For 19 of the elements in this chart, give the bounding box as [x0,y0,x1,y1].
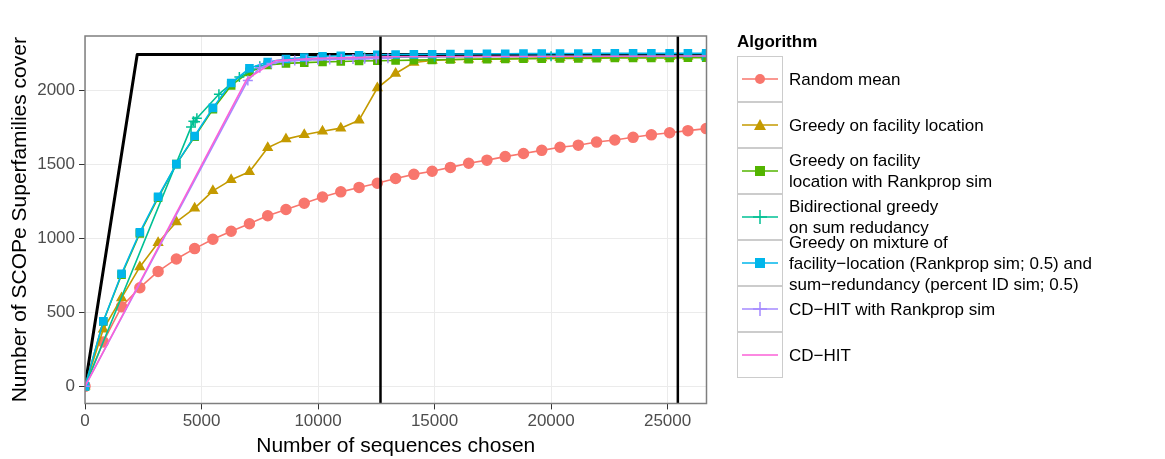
x-tick-label: 25000 [643,411,692,431]
legend-label: CD−HIT [789,344,851,366]
y-tick-label: 500 [46,301,76,321]
x-tick-label: 20000 [527,411,575,431]
y-tick-label: 1500 [37,153,76,173]
legend-label: Random mean [789,68,901,90]
x-tick-label: 0 [80,411,90,431]
legend-title: Algorithm [737,32,819,52]
legend-label: CD−HIT with Rankprop sim [789,298,996,320]
y-tick-label: 0 [65,376,76,396]
y-tick-label: 2000 [37,79,76,99]
x-tick-label: 5000 [182,411,221,431]
legend-label: Greedy on facility location [789,114,984,136]
x-tick-label: 15000 [410,411,459,431]
y-axis-title: Number of SCOPe Superfamilies cover [7,37,31,403]
x-tick-label: 10000 [294,411,342,431]
y-tick-label: 1000 [37,227,76,247]
x-axis-title: Number of sequences chosen [256,433,536,457]
legend-label: Greedy on facility location with Rankprop sim [789,150,993,192]
